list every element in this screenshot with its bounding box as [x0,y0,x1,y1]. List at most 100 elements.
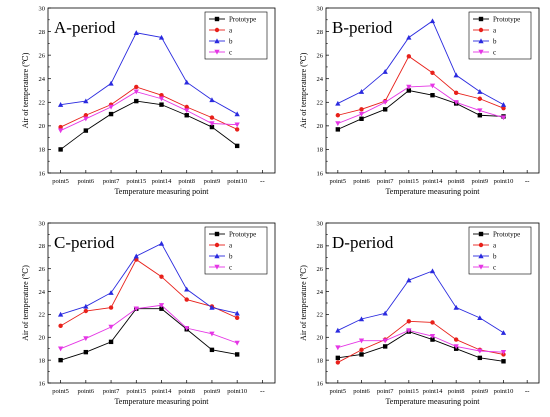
legend-marker [214,242,220,248]
y-tick-label: 18 [317,147,324,154]
data-point [429,268,436,274]
chart-panel-c: 16 18 20 22 24 26 28 30 point5 point6 point7 point1… [21,220,276,406]
series-a [58,84,240,132]
x-tick-label: point10 [227,178,247,185]
legend-marker [214,231,220,237]
y-tick-label: 22 [39,312,46,319]
data-point [406,328,412,334]
legend-marker [478,242,484,248]
x-tick-label: point8 [178,178,195,185]
data-point [358,111,365,117]
legend-marker [478,253,484,259]
data-point [430,70,435,76]
data-point [335,121,341,127]
data-point [359,107,364,112]
data-point [108,104,114,110]
x-tick-label: point5 [52,178,69,185]
data-point [406,277,412,283]
series-line [60,100,238,150]
panel-title: A-period [54,18,116,37]
series-line [337,270,504,334]
y-tick-label: 18 [39,357,46,364]
data-point [453,90,459,96]
series-a [335,54,506,118]
legend-label: Prototype [493,16,520,24]
legend-item: b [209,38,233,46]
x-tick-label: point9 [204,178,221,185]
legend-marker [478,27,484,33]
data-point [209,115,215,120]
data-point [108,324,114,330]
y-tick-label: 18 [39,147,46,154]
data-point [184,325,190,331]
x-tick-label: point10 [227,388,247,395]
legend-marker [214,264,220,270]
x-tick-label: point6 [78,388,95,395]
chart-panel-d: 16 18 20 22 24 26 28 30 point5 point6 point7 point1… [299,220,540,406]
y-tick-label: 22 [317,100,324,107]
data-point [184,286,190,292]
legend-item: b [473,38,497,46]
data-point [382,107,388,112]
legend-item: c [209,49,232,57]
x-extra-tick-label: -- [525,387,530,395]
data-point [234,122,240,128]
series-line [337,55,504,116]
y-axis-title: Air of temperature (℃) [299,265,308,341]
data-point [158,96,165,102]
series-prototype [58,98,240,152]
x-axis-title: Temperature measuring point [385,397,480,406]
data-point [406,84,412,90]
legend-label: Prototype [229,231,256,239]
x-tick-label: point8 [448,178,465,185]
legend-item: b [209,253,233,261]
y-tick-label: 16 [317,380,324,387]
legend-item: Prototype [209,231,256,239]
data-point [406,34,412,40]
x-tick-label: point5 [52,388,69,395]
data-point [429,83,436,89]
data-point [57,102,64,107]
data-point [453,304,459,310]
y-tick-label: 16 [39,170,46,177]
y-tick-label: 16 [317,170,324,177]
data-point [159,102,164,107]
x-tick-label: point14 [423,178,444,185]
series-a [58,257,240,329]
data-point [184,108,190,114]
x-tick-label: point6 [353,178,370,185]
data-point [234,315,240,321]
legend-marker [478,231,484,237]
data-point [209,347,215,353]
data-point [477,315,483,321]
legend-marker [478,264,484,270]
data-point [209,97,215,103]
legend-marker [478,38,484,44]
data-point [159,306,164,311]
data-point [477,348,483,354]
x-tick-label: point10 [494,388,514,395]
data-point [58,357,63,363]
x-tick-label: point6 [353,388,370,395]
legend-marker [214,49,220,55]
legend: Prototype abc [204,226,268,275]
legend-item: a [209,242,233,250]
data-point [57,311,64,317]
data-point [57,128,64,134]
data-point [500,349,507,355]
x-tick-label: point14 [152,388,173,395]
y-tick-label: 24 [39,76,46,83]
legend-label: b [493,38,497,46]
data-point [477,355,483,361]
data-point [134,98,139,104]
data-point [335,327,341,333]
x-extra-tick-label: -- [260,387,265,395]
legend-label: Prototype [493,231,520,239]
data-point [382,338,388,344]
legend-label: c [493,49,496,57]
legend-label: c [229,49,232,57]
data-point [234,310,240,316]
data-point [108,111,114,117]
legend-marker [214,38,220,44]
y-axis-title: Air of temperature (℃) [21,265,30,341]
